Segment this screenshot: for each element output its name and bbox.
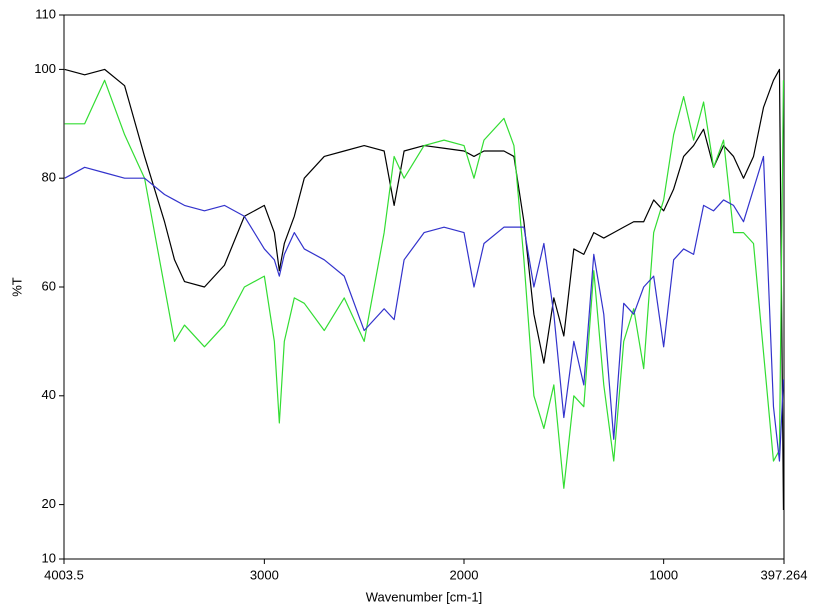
x-tick-label: 397.264 — [761, 567, 808, 582]
spectrum-line — [64, 155, 785, 462]
x-tick-label: 2000 — [450, 567, 479, 582]
y-axis-title: %T — [9, 277, 24, 297]
x-axis-title: Wavenumber [cm-1] — [366, 589, 483, 604]
x-tick-label: 3000 — [250, 567, 279, 582]
y-tick-label: 80 — [42, 170, 56, 185]
y-tick-label: 110 — [35, 6, 56, 21]
spectrum-line — [64, 79, 785, 489]
y-tick-label: 60 — [42, 278, 56, 293]
y-tick-label: 20 — [42, 496, 56, 511]
x-tick-label: 4003.5 — [44, 567, 84, 582]
spectrum-line — [64, 68, 785, 511]
y-tick-label: 40 — [42, 387, 56, 402]
plot-frame — [63, 14, 785, 560]
y-tick-label: 100 — [34, 61, 56, 76]
x-tick-label: 1000 — [649, 567, 678, 582]
y-tick-label: 10 — [42, 550, 56, 565]
